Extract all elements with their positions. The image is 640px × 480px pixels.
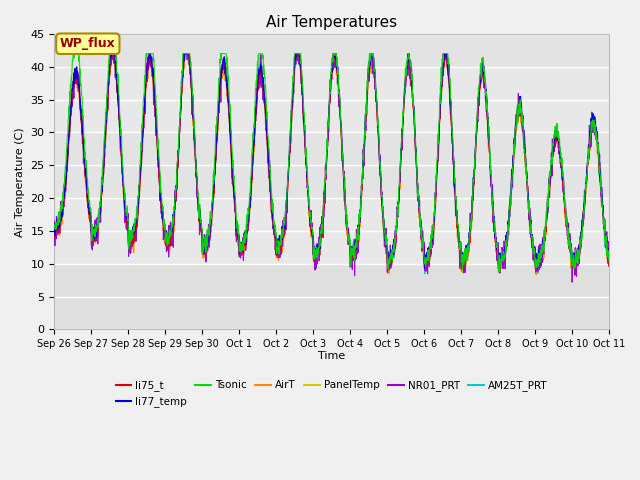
- Bar: [54, 264, 609, 329]
- Text: WP_flux: WP_flux: [60, 37, 116, 50]
- Title: Air Temperatures: Air Temperatures: [266, 15, 397, 30]
- Y-axis label: Air Temperature (C): Air Temperature (C): [15, 127, 25, 237]
- X-axis label: Time: Time: [318, 350, 345, 360]
- Legend: li75_t, li77_temp, Tsonic, AirT, PanelTemp, NR01_PRT, AM25T_PRT: li75_t, li77_temp, Tsonic, AirT, PanelTe…: [111, 376, 552, 411]
- Bar: [54, 132, 609, 198]
- Bar: [54, 34, 609, 67]
